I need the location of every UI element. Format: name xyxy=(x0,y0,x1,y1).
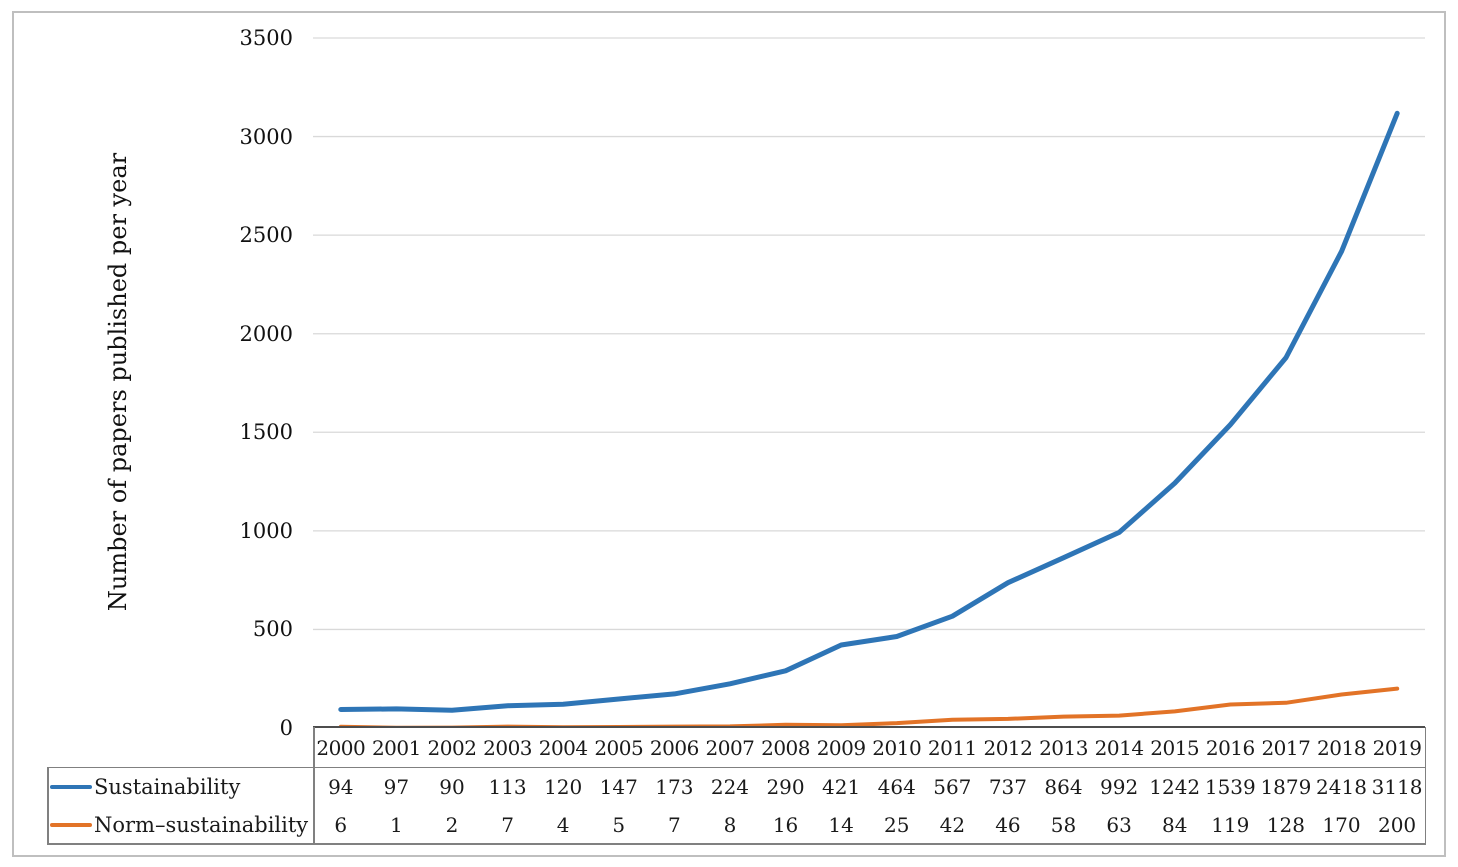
value-cell: 2418 xyxy=(1316,775,1367,799)
value-cell: 25 xyxy=(884,813,910,837)
value-cell: 170 xyxy=(1322,813,1361,837)
series-line-sustainability xyxy=(338,110,1400,713)
table-line-bottom xyxy=(47,843,1426,845)
year-header-cell: 2004 xyxy=(538,736,588,760)
value-cell: 90 xyxy=(439,775,465,799)
value-cell: 173 xyxy=(655,775,694,799)
legend-line-swatch xyxy=(50,823,92,827)
value-cell: 42 xyxy=(939,813,966,837)
value-cell: 147 xyxy=(599,775,638,799)
value-cell: 119 xyxy=(1211,813,1250,837)
value-cell: 3118 xyxy=(1371,775,1423,799)
value-cell: 4 xyxy=(556,813,570,837)
y-tick-label: 2500 xyxy=(239,223,293,248)
y-tick-label: 500 xyxy=(252,617,293,642)
value-cell: 1242 xyxy=(1149,775,1201,799)
y-tick-label: 1500 xyxy=(239,420,293,445)
legend-item-sustainability: Sustainability xyxy=(47,768,313,806)
year-header-cell: 2009 xyxy=(816,736,866,760)
value-cell: 737 xyxy=(988,775,1028,799)
gridlines xyxy=(313,37,1425,631)
data-table: 2000 2001 2002 2003 2004 2005 2006 2007 2008 2009… xyxy=(47,728,1425,844)
year-header-cell: 2002 xyxy=(427,736,477,760)
table-line-right xyxy=(1424,727,1426,845)
value-cell: 290 xyxy=(766,775,805,799)
value-cell: 421 xyxy=(822,775,861,799)
value-cell: 6 xyxy=(334,813,348,837)
value-cell: 94 xyxy=(328,775,354,799)
figure-border xyxy=(12,11,1446,857)
year-header-cell: 2005 xyxy=(594,736,644,760)
year-header-cell: 2000 xyxy=(316,736,366,760)
value-cell: 63 xyxy=(1106,813,1132,837)
value-cell: 2 xyxy=(445,813,459,837)
year-header-cell: 2015 xyxy=(1150,736,1200,760)
table-line-left xyxy=(47,766,49,845)
value-cell: 5 xyxy=(612,813,626,837)
legend-label: Sustainability xyxy=(94,775,241,799)
year-header-cell: 2008 xyxy=(761,736,810,760)
y-tick-label: 3000 xyxy=(239,124,293,149)
y-axis-title: Number of papers published per year xyxy=(104,152,132,612)
value-cell: 224 xyxy=(710,775,750,799)
y-tick-label: 1000 xyxy=(239,518,293,543)
value-cell: 97 xyxy=(383,775,410,799)
value-cell: 58 xyxy=(1050,813,1077,837)
table-line-header-bottom xyxy=(47,766,1425,768)
value-cell: 200 xyxy=(1377,813,1417,837)
value-cell: 120 xyxy=(544,775,583,799)
table-header-spacer xyxy=(47,728,313,768)
value-cell: 992 xyxy=(1100,775,1139,799)
year-header-cell: 2017 xyxy=(1261,736,1311,760)
value-cell: 1 xyxy=(390,813,403,837)
value-cell: 16 xyxy=(772,813,799,837)
year-header-cell: 2016 xyxy=(1205,736,1255,760)
value-cell: 113 xyxy=(488,775,527,799)
year-header-cell: 2001 xyxy=(371,736,421,760)
y-tick-label: 3500 xyxy=(239,26,293,50)
value-cell: 128 xyxy=(1266,813,1305,837)
value-cell: 567 xyxy=(933,775,972,799)
legend-item-norm-sustainability: Norm–sustainability xyxy=(47,806,313,844)
x-axis-line xyxy=(313,726,1425,728)
year-header-cell: 2010 xyxy=(872,736,922,760)
legend-line-swatch xyxy=(50,785,92,789)
legend-label: Norm–sustainability xyxy=(94,813,309,837)
value-cell: 14 xyxy=(828,813,854,837)
year-header-cell: 2006 xyxy=(649,736,699,760)
value-cell: 1539 xyxy=(1204,775,1256,799)
value-cell: 46 xyxy=(995,813,1021,837)
year-header-cell: 2018 xyxy=(1317,736,1366,760)
value-cell: 7 xyxy=(501,813,514,837)
year-header-cell: 2011 xyxy=(927,736,977,760)
year-header-cell: 2019 xyxy=(1372,736,1422,760)
value-cell: 7 xyxy=(667,813,681,837)
value-cell: 864 xyxy=(1044,775,1083,799)
year-header-cell: 2012 xyxy=(983,736,1033,760)
year-header-cell: 2013 xyxy=(1039,736,1088,760)
year-header-cell: 2007 xyxy=(705,736,755,760)
plot-area xyxy=(313,37,1425,728)
year-header-cell: 2003 xyxy=(483,736,533,760)
value-cell: 464 xyxy=(877,775,916,799)
value-cell: 84 xyxy=(1161,813,1188,837)
value-cell: 8 xyxy=(723,813,737,837)
table-line-legend-divider xyxy=(313,727,315,845)
y-tick-label: 2000 xyxy=(239,321,293,346)
value-cell: 1879 xyxy=(1260,775,1312,799)
y-tick-label: 0 xyxy=(279,716,293,740)
series-lines xyxy=(338,110,1400,728)
year-header-cell: 2014 xyxy=(1094,736,1144,760)
